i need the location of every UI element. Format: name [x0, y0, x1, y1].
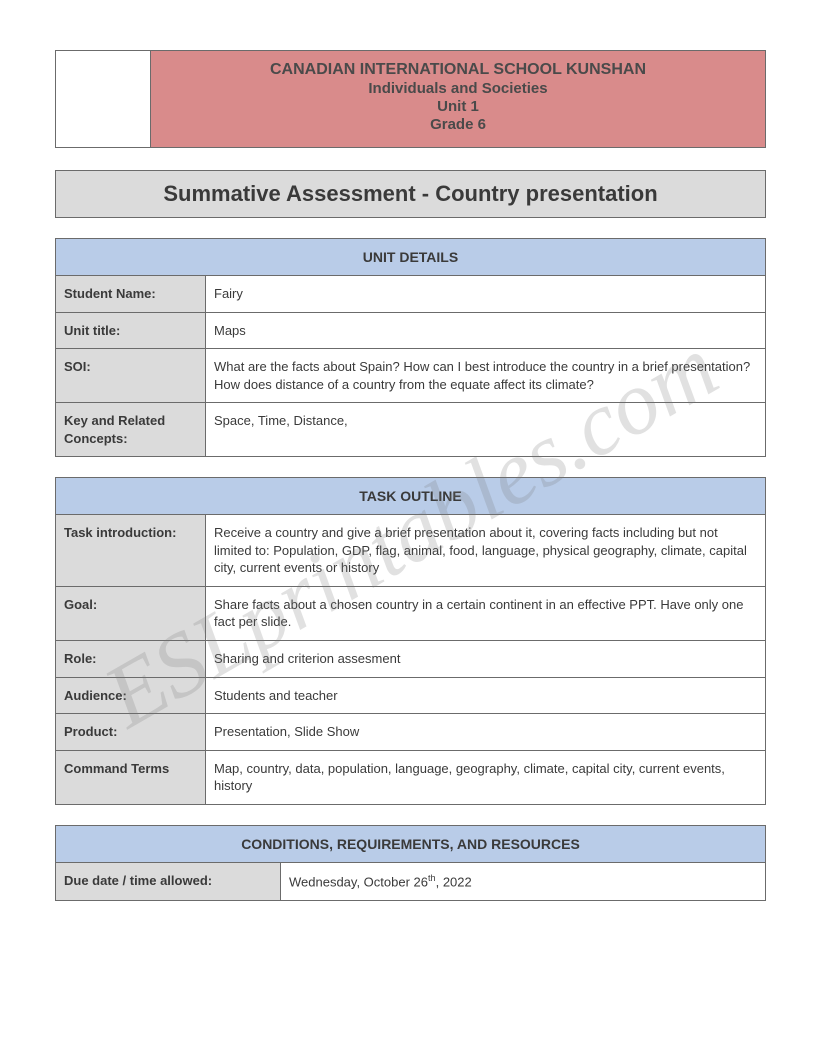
- row-value: Receive a country and give a brief prese…: [206, 515, 766, 587]
- header-line-grade: Grade 6: [159, 116, 757, 133]
- unit-details-table: UNIT DETAILS Student Name: Fairy Unit ti…: [55, 238, 766, 457]
- row-value: Fairy: [206, 276, 766, 313]
- row-label: Product:: [56, 714, 206, 751]
- row-value-due-date: Wednesday, October 26th, 2022: [281, 862, 766, 900]
- table-row: Command Terms Map, country, data, popula…: [56, 750, 766, 804]
- row-label: Command Terms: [56, 750, 206, 804]
- row-value: Space, Time, Distance,: [206, 403, 766, 457]
- table-row: Key and Related Concepts: Space, Time, D…: [56, 403, 766, 457]
- header-line-school: CANADIAN INTERNATIONAL SCHOOL KUNSHAN: [159, 61, 757, 79]
- header-line-unit: Unit 1: [159, 98, 757, 115]
- table-row: Audience: Students and teacher: [56, 677, 766, 714]
- row-label: Goal:: [56, 586, 206, 640]
- row-label: Role:: [56, 641, 206, 678]
- table-row: Unit title: Maps: [56, 312, 766, 349]
- header-title-cell: CANADIAN INTERNATIONAL SCHOOL KUNSHAN In…: [151, 51, 765, 147]
- main-title-text: Summative Assessment - Country presentat…: [163, 181, 657, 206]
- row-value: Presentation, Slide Show: [206, 714, 766, 751]
- row-label: Due date / time allowed:: [56, 862, 281, 900]
- row-label: Audience:: [56, 677, 206, 714]
- table-row: Student Name: Fairy: [56, 276, 766, 313]
- header-line-subject: Individuals and Societies: [159, 80, 757, 97]
- table-row: Product: Presentation, Slide Show: [56, 714, 766, 751]
- task-outline-heading: TASK OUTLINE: [56, 478, 766, 515]
- row-label: Key and Related Concepts:: [56, 403, 206, 457]
- row-value: Share facts about a chosen country in a …: [206, 586, 766, 640]
- main-title-box: Summative Assessment - Country presentat…: [55, 170, 766, 218]
- row-value: What are the facts about Spain? How can …: [206, 349, 766, 403]
- table-row: Task introduction: Receive a country and…: [56, 515, 766, 587]
- task-outline-table: TASK OUTLINE Task introduction: Receive …: [55, 477, 766, 804]
- unit-details-heading: UNIT DETAILS: [56, 239, 766, 276]
- row-value: Sharing and criterion assesment: [206, 641, 766, 678]
- header-logo-cell: [56, 51, 151, 147]
- row-label: Student Name:: [56, 276, 206, 313]
- row-value: Maps: [206, 312, 766, 349]
- table-row: Due date / time allowed: Wednesday, Octo…: [56, 862, 766, 900]
- row-value: Students and teacher: [206, 677, 766, 714]
- row-label: Task introduction:: [56, 515, 206, 587]
- table-row: Goal: Share facts about a chosen country…: [56, 586, 766, 640]
- row-value: Map, country, data, population, language…: [206, 750, 766, 804]
- row-label: Unit title:: [56, 312, 206, 349]
- conditions-heading: CONDITIONS, REQUIREMENTS, AND RESOURCES: [56, 825, 766, 862]
- table-row: SOI: What are the facts about Spain? How…: [56, 349, 766, 403]
- table-row: Role: Sharing and criterion assesment: [56, 641, 766, 678]
- conditions-table: CONDITIONS, REQUIREMENTS, AND RESOURCES …: [55, 825, 766, 901]
- row-label: SOI:: [56, 349, 206, 403]
- document-header: CANADIAN INTERNATIONAL SCHOOL KUNSHAN In…: [55, 50, 766, 148]
